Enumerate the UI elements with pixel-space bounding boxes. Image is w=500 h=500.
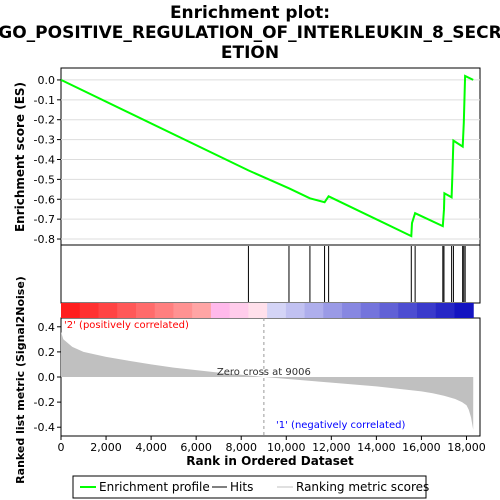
- ranking-y-axis: 0.4 0.2 0.0 -0.2 -0.4: [34, 321, 61, 434]
- x-tick-label: 8,000: [225, 441, 257, 454]
- es-y-tick-label: 0.0: [38, 74, 56, 87]
- x-tick-label: 2,000: [90, 441, 122, 454]
- es-y-tick-label: -0.6: [34, 193, 55, 206]
- ranking-y-tick-label: 0.0: [38, 371, 56, 384]
- es-y-tick-label: -0.1: [34, 94, 55, 107]
- color-bar-segment: [323, 303, 343, 318]
- enrichment-profile-line: [60, 74, 474, 238]
- ranking-metric-area: [61, 331, 474, 430]
- es-y-axis: 0.0 -0.1 -0.2 -0.3 -0.4 -0.5 -0.6 -0.7 -0.8: [34, 74, 61, 246]
- negative-correlated-label: '1' (negatively correlated): [276, 420, 405, 431]
- zero-cross-label: Zero cross at 9006: [217, 367, 311, 378]
- color-bar-segment: [342, 303, 362, 318]
- ranking-y-tick-label: 0.2: [38, 346, 56, 359]
- color-bar-segment: [135, 303, 156, 318]
- ranking-y-tick-label: 0.4: [38, 321, 56, 334]
- legend-enrichment-label: Enrichment profile: [99, 480, 210, 494]
- es-y-tick-label: -0.2: [34, 114, 55, 127]
- color-bar-segment: [192, 303, 212, 318]
- x-axis: 0 2,000 4,000 6,000 8,000 10,000 12,000 14,000 1…: [58, 436, 486, 454]
- color-bar-segment: [210, 303, 231, 318]
- title-line-2: GO_POSITIVE_REGULATION_OF_INTERLEUKIN_8_…: [0, 23, 500, 43]
- es-y-axis-title: Enrichment score (ES): [13, 82, 27, 232]
- color-bar-segment: [454, 303, 474, 318]
- x-tick-label: 14,000: [357, 441, 396, 454]
- hits-panel-frame: [60, 244, 481, 304]
- hit-lines: [247, 246, 466, 302]
- ranking-y-tick-label: -0.4: [34, 421, 55, 434]
- es-y-tick-label: -0.5: [34, 173, 55, 186]
- es-y-tick-label: -0.8: [34, 233, 55, 246]
- color-bar-segment: [248, 303, 268, 318]
- es-panel-frame: [60, 67, 481, 246]
- legend-hits-label: Hits: [230, 480, 253, 494]
- legend-box: [72, 475, 427, 499]
- color-bar-segment: [360, 303, 381, 318]
- color-bar-segment: [417, 303, 437, 318]
- color-bar-segment: [285, 303, 306, 318]
- color-bar-segment: [379, 303, 399, 318]
- title-line-3: ETION: [221, 43, 279, 63]
- color-bar-segment: [398, 303, 418, 318]
- x-tick-label: 6,000: [180, 441, 212, 454]
- color-bar-segment: [61, 303, 81, 318]
- ranking-y-tick-label: -0.2: [34, 396, 55, 409]
- color-bar-segment: [79, 303, 99, 318]
- es-y-tick-label: -0.4: [34, 153, 55, 166]
- rank-color-bar: [61, 303, 474, 318]
- color-bar-segment: [229, 303, 249, 318]
- legend-ranking-label: Ranking metric scores: [296, 480, 429, 494]
- color-bar-segment: [98, 303, 118, 318]
- color-bar-segment: [154, 303, 174, 318]
- es-y-tick-label: -0.3: [34, 134, 55, 147]
- es-y-tick-label: -0.7: [34, 213, 55, 226]
- color-bar-segment: [304, 303, 324, 318]
- ranking-y-axis-title: Ranked list metric (Signal2Noise): [14, 276, 27, 484]
- x-tick-label: 16,000: [402, 441, 441, 454]
- enrichment-curve-group: [60, 74, 474, 238]
- x-tick-label: 10,000: [267, 441, 306, 454]
- x-axis-title: Rank in Ordered Dataset: [186, 454, 354, 468]
- ranking-metric-fill: [61, 331, 474, 430]
- color-bar-segment: [173, 303, 193, 318]
- x-tick-label: 18,000: [447, 441, 486, 454]
- positive-correlated-label: '2' (positively correlated): [64, 320, 189, 331]
- color-bar-segment: [267, 303, 287, 318]
- title-line-1: Enrichment plot:: [170, 3, 330, 23]
- color-bar-segment: [435, 303, 456, 318]
- x-tick-label: 4,000: [135, 441, 167, 454]
- x-tick-label: 0: [58, 441, 65, 454]
- color-bar-segment: [117, 303, 137, 318]
- x-tick-label: 12,000: [312, 441, 351, 454]
